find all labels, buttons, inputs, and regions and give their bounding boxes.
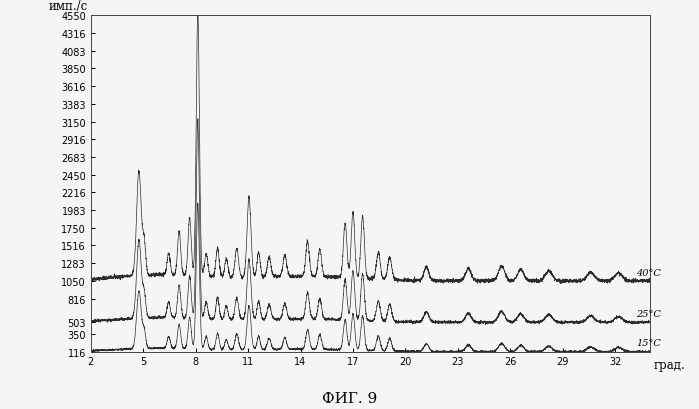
- Text: ФИГ. 9: ФИГ. 9: [322, 391, 377, 405]
- Text: 25°C: 25°C: [636, 309, 661, 318]
- Text: град.: град.: [654, 358, 685, 371]
- Text: 40°C: 40°C: [636, 268, 661, 277]
- Y-axis label: имп./с: имп./с: [49, 0, 88, 13]
- Text: 15°C: 15°C: [636, 339, 661, 348]
